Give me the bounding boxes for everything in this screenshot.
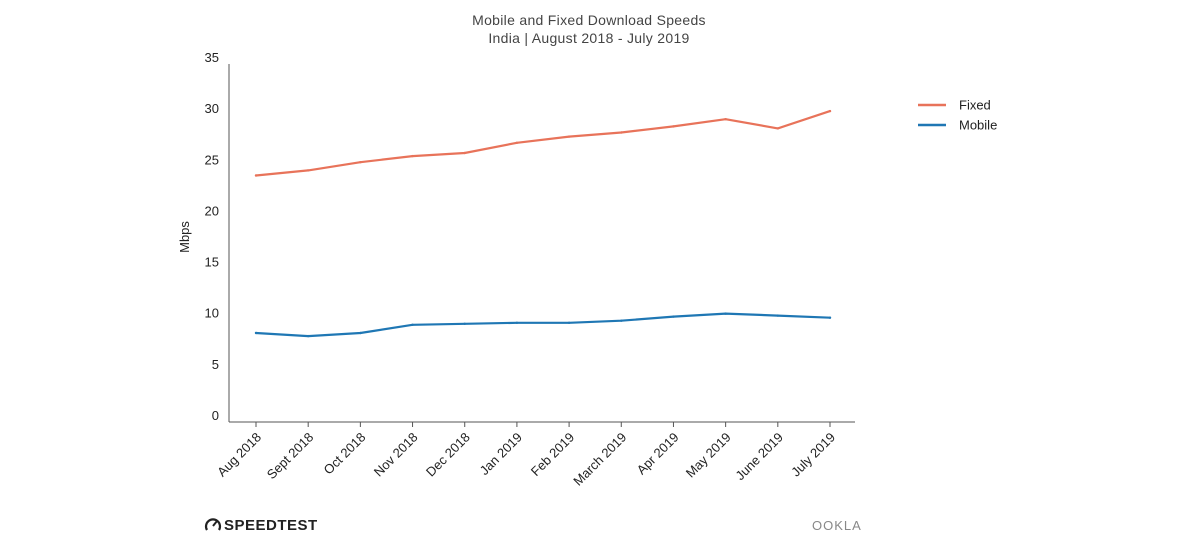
data-point-fixed: [672, 125, 675, 128]
series-line-fixed: [254, 110, 832, 177]
x-tick-label: Oct 2018: [321, 430, 369, 478]
y-tick-label: 30: [205, 101, 219, 116]
x-tick-label: May 2019: [683, 430, 734, 481]
x-tick-label: Jan 2019: [477, 430, 525, 478]
legend-label-fixed: Fixed: [959, 98, 991, 113]
data-point-fixed: [515, 141, 519, 144]
x-tick-label: Nov 2018: [371, 430, 421, 480]
ookla-wordmark: OOKLA: [812, 518, 862, 533]
data-point-mobile: [776, 314, 779, 317]
y-tick-label: 20: [205, 203, 219, 218]
y-axis-ticks: 0 5 10 15 20 25 30 35: [205, 50, 219, 423]
data-point-fixed: [411, 154, 414, 158]
y-tick-label: 10: [205, 306, 219, 321]
series-line-mobile: [254, 312, 832, 338]
y-tick-label: 25: [205, 152, 219, 167]
x-tick-label: July 2019: [788, 430, 838, 480]
data-point-fixed: [724, 118, 727, 121]
chart-title: Mobile and Fixed Download Speeds: [472, 12, 706, 28]
x-axis-ticks: Aug 2018 Sept 2018 Oct 2018 Nov 2018 Dec 201…: [214, 422, 838, 489]
data-point-fixed: [567, 135, 571, 138]
data-point-mobile: [828, 316, 832, 319]
data-point-mobile: [567, 321, 571, 324]
data-point-mobile: [411, 323, 414, 326]
x-tick-label: Feb 2019: [528, 430, 577, 479]
y-tick-label: 0: [212, 408, 219, 423]
data-point-fixed: [828, 109, 832, 113]
data-point-mobile: [724, 312, 727, 315]
chart-subtitle: India | August 2018 - July 2019: [488, 30, 689, 46]
data-point-fixed: [776, 127, 779, 130]
data-point-mobile: [254, 331, 258, 335]
data-point-fixed: [254, 174, 258, 177]
speedometer-icon: [204, 518, 222, 531]
x-tick-label: Aug 2018: [214, 430, 264, 480]
x-tick-label: March 2019: [570, 430, 629, 489]
data-point-fixed: [463, 151, 466, 155]
data-point-fixed: [359, 161, 362, 164]
x-tick-label: June 2019: [732, 430, 786, 484]
data-point-mobile: [620, 319, 623, 322]
data-point-fixed: [620, 131, 623, 134]
data-point-mobile: [307, 334, 310, 338]
y-tick-label: 35: [205, 50, 219, 65]
x-tick-label: Sept 2018: [264, 430, 317, 483]
series-layer: [254, 109, 832, 338]
data-point-mobile: [359, 331, 362, 335]
data-point-mobile: [463, 322, 466, 325]
speedtest-logo: SPEEDTEST: [204, 517, 318, 534]
data-point-mobile: [672, 315, 675, 318]
data-point-mobile: [515, 321, 519, 324]
data-point-fixed: [307, 169, 310, 172]
y-axis-label: Mbps: [177, 221, 192, 253]
x-tick-label: Dec 2018: [423, 430, 473, 480]
x-tick-label: Apr 2019: [634, 430, 682, 478]
y-tick-label: 5: [212, 357, 219, 372]
y-tick-label: 15: [205, 255, 219, 270]
legend-label-mobile: Mobile: [959, 118, 997, 133]
speedtest-wordmark: SPEEDTEST: [224, 517, 318, 534]
legend: Fixed Mobile: [918, 98, 997, 133]
